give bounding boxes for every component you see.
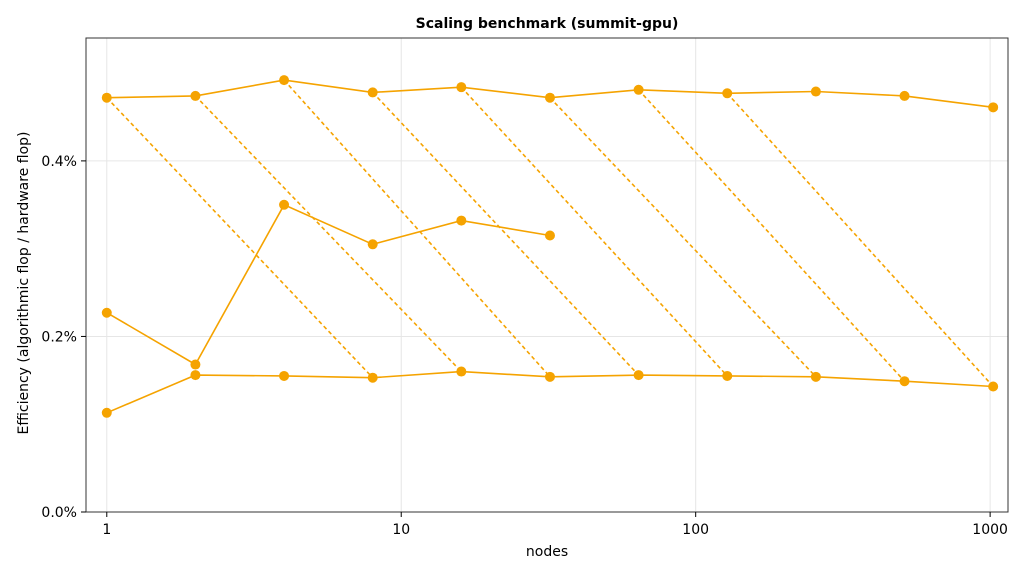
y-tick-label: 0.4% (41, 154, 77, 170)
dashed-series-line (549, 97, 817, 378)
data-point (810, 371, 821, 382)
data-point (456, 82, 467, 93)
data-point (544, 371, 555, 382)
dashed-series-line (283, 79, 551, 378)
data-point (367, 87, 378, 98)
data-point (899, 376, 910, 387)
data-point (279, 370, 290, 381)
data-point (101, 307, 112, 318)
data-point (544, 92, 555, 103)
data-point (633, 370, 644, 381)
dashed-series-line (194, 95, 462, 373)
data-point (367, 239, 378, 250)
dashed-series-line (638, 89, 906, 382)
x-tick-label: 100 (682, 522, 709, 538)
dashed-series (106, 79, 994, 388)
data-point (190, 370, 201, 381)
dashed-series-line (106, 97, 374, 379)
y-tick-label: 0.2% (41, 329, 77, 345)
grid-lines (86, 38, 1008, 513)
data-point (279, 199, 290, 210)
y-tick-label: 0.0% (41, 505, 77, 521)
data-point (633, 84, 644, 95)
x-tick-label: 1 (102, 522, 111, 538)
dashed-series-line (460, 86, 728, 377)
data-point (988, 381, 999, 392)
data-point (367, 372, 378, 383)
data-point (722, 88, 733, 99)
solid-series (106, 79, 994, 414)
dashed-series-line (372, 91, 640, 376)
data-point (456, 366, 467, 377)
data-point (456, 215, 467, 226)
series-markers (101, 75, 999, 418)
data-point (279, 75, 290, 86)
data-point (810, 86, 821, 97)
series-line (106, 203, 551, 366)
x-tick-label: 10 (392, 522, 410, 538)
dashed-series-line (726, 92, 994, 388)
data-point (544, 230, 555, 241)
data-point (190, 359, 201, 370)
data-point (190, 90, 201, 101)
data-point (722, 370, 733, 381)
data-point (988, 102, 999, 113)
x-axis-label: nodes (525, 544, 569, 560)
data-point (101, 92, 112, 103)
axis-ticks: 1 10 100 1000 0.0% 0.2% 0.4% (41, 154, 1008, 538)
chart-title: Scaling benchmark (summit-gpu) (415, 16, 679, 32)
plot-frame (85, 37, 1009, 513)
data-point (101, 407, 112, 418)
data-point (899, 90, 910, 101)
x-tick-label: 1000 (972, 522, 1008, 538)
